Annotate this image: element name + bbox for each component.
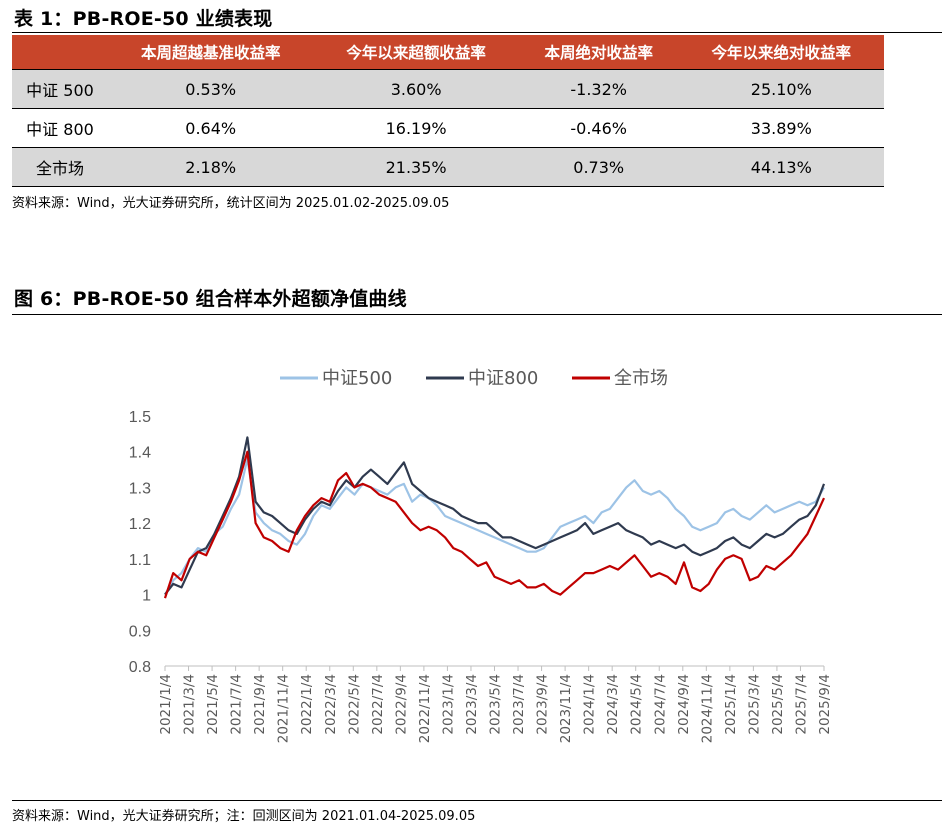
table-cell: 16.19% — [313, 108, 519, 148]
table-cell: 33.89% — [678, 108, 884, 148]
legend-label: 全市场 — [614, 368, 668, 389]
x-tick-label: 2025/7/4 — [793, 674, 809, 735]
x-tick-label: 2023/5/4 — [488, 674, 504, 735]
x-tick-label: 2024/11/4 — [699, 674, 715, 743]
y-tick-label: 0.9 — [129, 623, 151, 640]
table-title: 表 1：PB-ROE-50 业绩表现 — [14, 8, 273, 30]
y-tick-label: 0.8 — [129, 659, 151, 676]
x-tick-label: 2025/1/4 — [723, 674, 739, 735]
x-tick-label: 2023/11/4 — [558, 674, 574, 743]
x-tick-label: 2023/3/4 — [464, 674, 480, 735]
y-tick-label: 1.4 — [129, 445, 151, 462]
table-cell: 中证 800 — [12, 108, 108, 148]
table-source-note: 资料来源：Wind，光大证券研究所，统计区间为 2025.01.02-2025.… — [12, 196, 450, 211]
table-header-row: 本周超越基准收益率 今年以来超额收益率 本周绝对收益率 今年以来绝对收益率 — [12, 35, 884, 70]
x-tick-label: 2021/1/4 — [158, 674, 174, 735]
table-cell: 3.60% — [313, 69, 519, 109]
x-tick-label: 2022/3/4 — [323, 674, 339, 735]
table-cell: 2.18% — [108, 147, 314, 187]
x-tick-label: 2022/5/4 — [346, 674, 362, 735]
x-tick-label: 2024/1/4 — [582, 674, 598, 735]
performance-table: 本周超越基准收益率 今年以来超额收益率 本周绝对收益率 今年以来绝对收益率 中证… — [12, 35, 884, 187]
x-tick-label: 2021/5/4 — [205, 674, 221, 735]
series-line-3 — [163, 450, 826, 599]
table-row: 中证 500 0.53% 3.60% -1.32% 25.10% — [12, 69, 884, 109]
x-tick-label: 2022/9/4 — [393, 674, 409, 735]
y-tick-label: 1.5 — [129, 409, 151, 426]
table-cell: 中证 500 — [12, 69, 108, 109]
x-tick-label: 2024/9/4 — [676, 674, 692, 735]
x-tick-label: 2022/7/4 — [370, 674, 386, 735]
x-tick-label: 2025/3/4 — [746, 674, 762, 735]
table-cell: 21.35% — [313, 147, 519, 187]
table-cell: 0.53% — [108, 69, 314, 109]
x-tick-label: 2022/11/4 — [417, 674, 433, 743]
figure-bottom-rule — [12, 800, 942, 801]
chart-background — [112, 350, 844, 800]
table-row: 全市场 2.18% 21.35% 0.73% 44.13% — [12, 147, 884, 187]
table-cell: -1.32% — [518, 69, 679, 109]
table-cell: 全市场 — [12, 147, 108, 187]
y-tick-label: 1.1 — [129, 552, 151, 569]
x-tick-label: 2021/7/4 — [229, 674, 245, 735]
table-cell: 0.64% — [108, 108, 314, 148]
table-cell: 44.13% — [678, 147, 884, 187]
figure-title: 图 6：PB-ROE-50 组合样本外超额净值曲线 — [14, 288, 407, 310]
x-tick-label: 2024/5/4 — [629, 674, 645, 735]
figure-top-rule — [12, 314, 942, 315]
table-top-rule — [12, 32, 942, 33]
series-line-1 — [164, 457, 825, 596]
excess-nav-line-chart: 0.8 0.9 1 1.1 1.2 1.3 1.4 1.5 2021/1/4 2021/3/4 20… — [112, 350, 844, 800]
x-tick-label: 2021/3/4 — [182, 674, 198, 735]
x-tick-label: 2024/7/4 — [652, 674, 668, 735]
x-tick-label: 2025/5/4 — [770, 674, 786, 735]
figure-source-note: 资料来源：Wind，光大证券研究所；注：回测区间为 2021.01.04-202… — [12, 809, 476, 824]
x-tick-label: 2023/7/4 — [511, 674, 527, 735]
legend-label: 中证800 — [468, 368, 538, 389]
table-cell: -0.46% — [518, 108, 679, 148]
x-tick-label: 2022/1/4 — [299, 674, 315, 735]
y-tick-label: 1.2 — [129, 516, 151, 533]
x-tick-label: 2023/1/4 — [440, 674, 456, 735]
x-tick-label: 2023/9/4 — [535, 674, 551, 735]
x-tick-label: 2021/11/4 — [276, 674, 292, 743]
header-cell: 今年以来绝对收益率 — [678, 35, 884, 70]
table-cell: 0.73% — [518, 147, 679, 187]
header-cell: 本周绝对收益率 — [518, 35, 679, 70]
header-cell: 本周超越基准收益率 — [108, 35, 314, 70]
legend-label: 中证500 — [322, 368, 392, 389]
series-line-2 — [164, 436, 826, 596]
x-tick-label: 2024/3/4 — [605, 674, 621, 735]
y-tick-label: 1.3 — [129, 480, 151, 497]
y-tick-label: 1 — [142, 588, 151, 605]
table-cell: 25.10% — [678, 69, 884, 109]
table-row: 中证 800 0.64% 16.19% -0.46% 33.89% — [12, 108, 884, 148]
x-tick-label: 2025/9/4 — [817, 674, 833, 735]
header-cell: 今年以来超额收益率 — [313, 35, 519, 70]
header-cell — [12, 35, 108, 70]
x-tick-label: 2021/9/4 — [252, 674, 268, 735]
